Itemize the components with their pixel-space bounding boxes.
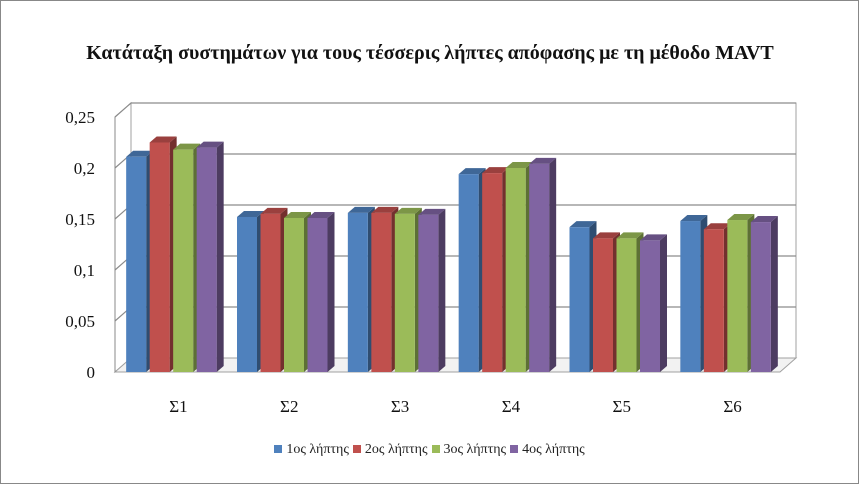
bar [616, 238, 637, 372]
bar [237, 216, 257, 372]
legend-item: 3ος λήπτης [431, 442, 507, 458]
legend-label: 2ος λήπτης [364, 442, 428, 457]
legend-label: 4ος λήπτης [522, 442, 585, 457]
x-tick-label: Σ1 [169, 397, 187, 416]
x-tick-label: Σ6 [723, 397, 741, 416]
bar [394, 213, 415, 372]
bar-side [549, 157, 557, 372]
bar [727, 220, 748, 372]
bar-top [593, 232, 620, 239]
bar-top [616, 232, 644, 239]
legend-swatch [510, 444, 519, 453]
bar-top [703, 223, 731, 230]
bar-top [307, 211, 335, 218]
bar [371, 212, 392, 372]
bar-top [418, 208, 446, 215]
bar-top [680, 215, 708, 222]
legend-label: 3ος λήπτης [443, 442, 507, 457]
bar [482, 173, 503, 372]
bar-top [237, 210, 264, 217]
bar [505, 168, 526, 372]
bar-top [284, 211, 311, 218]
bar-side [770, 216, 778, 372]
y-tick-label: 0 [87, 363, 96, 382]
legend-swatch [274, 444, 283, 453]
bar [703, 229, 724, 372]
legend-item: 2ος λήπτης [352, 442, 428, 458]
bar-top [505, 162, 533, 168]
bar [418, 214, 439, 372]
bar-top [126, 150, 154, 157]
x-tick-label: Σ2 [280, 397, 298, 416]
bar [458, 174, 479, 372]
bar-top [482, 167, 510, 174]
bar [173, 149, 194, 372]
x-tick-label: Σ5 [613, 397, 631, 416]
bar [569, 227, 590, 372]
bar [196, 147, 217, 372]
bar-top [196, 141, 224, 148]
bar-top [394, 207, 422, 214]
bar [126, 156, 147, 372]
bar [284, 217, 304, 372]
bar [593, 238, 613, 372]
legend-swatch [352, 444, 361, 453]
bar-top [149, 136, 177, 143]
gridline [114, 102, 796, 118]
bar-top [347, 206, 375, 213]
bar-top [640, 234, 667, 241]
bar [307, 217, 328, 372]
bar-top [371, 206, 399, 213]
bar [750, 222, 771, 372]
legend-item: 1ος λήπτης [274, 442, 349, 458]
chart-legend: 1ος λήπτης 2ος λήπτης 3ος λήπτης 4ος λήπτης [0, 442, 859, 458]
bar-top [173, 143, 201, 150]
bar [640, 240, 660, 372]
bar-side [216, 141, 224, 372]
bar [260, 213, 281, 372]
bar-side [660, 234, 667, 372]
bar-top [458, 168, 486, 175]
x-tick-label: Σ4 [502, 397, 521, 416]
y-tick-label: 0,15 [65, 210, 95, 229]
y-tick-label: 0,25 [65, 108, 95, 127]
bar-top [529, 157, 557, 164]
legend-item: 4ος λήπτης [510, 442, 585, 458]
bar-side [327, 211, 335, 372]
x-tick-label: Σ3 [391, 397, 409, 416]
bar [347, 212, 368, 372]
bar [680, 221, 701, 372]
chart-title: Κατάταξη συστημάτων για τους τέσσερις λή… [86, 42, 774, 64]
bar-top [727, 214, 755, 221]
bar-top [260, 207, 288, 214]
bar [529, 163, 550, 372]
y-tick-label: 0,05 [65, 312, 95, 331]
y-tick-label: 0,1 [74, 261, 95, 280]
legend-label: 1ος λήπτης [286, 442, 349, 457]
bar-top [569, 221, 597, 228]
y-tick-label: 0,2 [74, 159, 95, 178]
bar-top [750, 216, 778, 223]
bar-side [438, 208, 446, 372]
bar [149, 142, 170, 372]
legend-swatch [431, 444, 440, 453]
